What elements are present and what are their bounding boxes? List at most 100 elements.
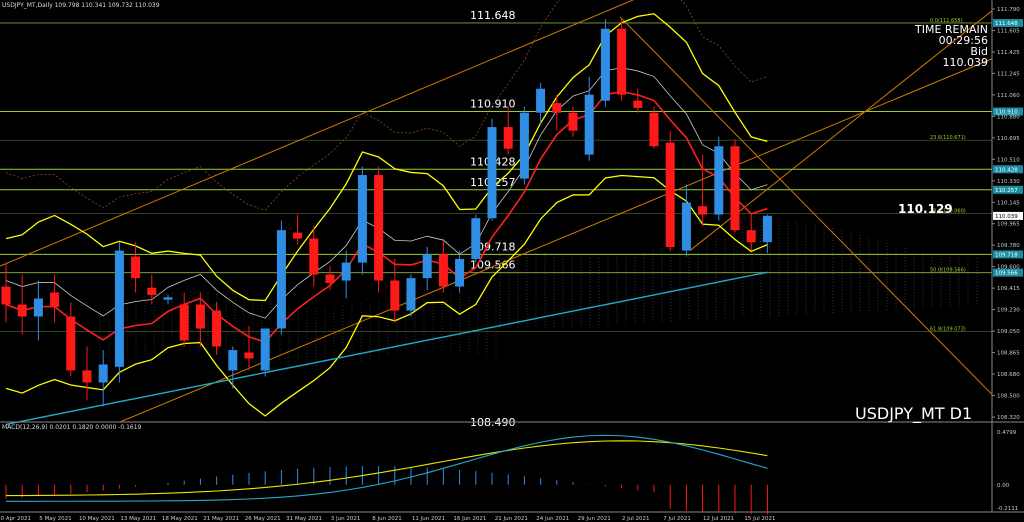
macd-tick-label: 0.00 xyxy=(997,483,1010,489)
price-tick-label: 109.415 xyxy=(997,286,1020,292)
price-tag-label: 110.428 xyxy=(995,167,1018,173)
current-price-label: 110.129 xyxy=(898,202,953,216)
price-tick-label: 109.050 xyxy=(997,329,1020,335)
date-tick-label: 11 Jun 2021 xyxy=(412,516,445,522)
candle-body xyxy=(357,175,367,263)
macd-line xyxy=(5,434,768,502)
date-tick-label: 18 May 2021 xyxy=(162,516,198,522)
price-tag-box xyxy=(993,211,1023,220)
candle-body xyxy=(131,256,141,279)
price-tick-label: 110.880 xyxy=(997,114,1020,120)
candle-body xyxy=(244,352,254,359)
date-axis: 30 Apr 2021 5 May 2021 10 May 2021 13 May 2… xyxy=(0,511,1024,522)
trend-channel-upper xyxy=(0,0,635,267)
candle-body xyxy=(552,103,562,113)
indicator-lines-layer xyxy=(0,0,993,426)
candle-body xyxy=(50,292,60,307)
candle-body xyxy=(276,230,286,329)
candle-body xyxy=(617,28,627,95)
date-tick-label: 24 Jun 2021 xyxy=(536,516,569,522)
candle-body xyxy=(714,146,724,215)
candle-body xyxy=(163,297,173,300)
level-label: 109.718 xyxy=(470,240,516,253)
bid-label: Bid xyxy=(970,45,988,58)
candle-body xyxy=(341,262,351,281)
price-tick-label: 108.680 xyxy=(997,372,1020,378)
candle-body xyxy=(730,146,740,231)
price-tag-box xyxy=(993,165,1023,174)
candle-body xyxy=(455,258,465,287)
date-tick-label: 5 May 2021 xyxy=(39,516,71,522)
date-tick-label: 8 Jun 2021 xyxy=(372,516,402,522)
candle-body xyxy=(568,112,578,131)
macd-panel: 0.4799 0.00 -0.2111 xyxy=(5,430,1018,515)
candle-body xyxy=(325,274,335,283)
fib-label: 0.0(111.658) xyxy=(930,18,963,24)
price-tag-box xyxy=(993,107,1023,116)
price-tag-label: 110.257 xyxy=(995,188,1018,194)
candle-body xyxy=(649,112,659,147)
price-tick-label: 110.510 xyxy=(997,157,1020,163)
moving-average-cyan xyxy=(5,271,768,426)
price-tick-label: 109.230 xyxy=(997,308,1020,314)
time-remain-value: 00:29:56 xyxy=(938,34,988,47)
date-tick-label: 21 May 2021 xyxy=(203,516,239,522)
macd-signal-line xyxy=(5,440,768,497)
band-upper xyxy=(5,13,768,302)
price-tag-label: 110.910 xyxy=(995,109,1018,115)
candle-body xyxy=(179,304,189,341)
price-tag-box xyxy=(993,19,1023,28)
date-tick-label: 3 Jun 2021 xyxy=(331,516,361,522)
candle-body xyxy=(503,127,513,149)
date-tick-label: 16 Jun 2021 xyxy=(453,516,486,522)
candle-body xyxy=(114,250,124,367)
price-tick-label: 108.865 xyxy=(997,351,1020,357)
candle-body xyxy=(66,316,76,371)
price-tick-label: 111.790 xyxy=(997,7,1020,13)
price-tick-label: 111.060 xyxy=(997,93,1020,99)
candle-body xyxy=(195,304,205,329)
price-tick-label: 111.605 xyxy=(997,28,1020,34)
price-tag-label: 109.718 xyxy=(995,252,1018,258)
price-tick-label: 110.695 xyxy=(997,136,1020,142)
date-tick-label: 26 May 2021 xyxy=(245,516,281,522)
fib-label: 23.6(110.671) xyxy=(930,135,966,141)
candle-body xyxy=(33,298,43,317)
price-tick-label: 110.330 xyxy=(997,179,1020,185)
candle-body xyxy=(698,206,708,215)
candle-body xyxy=(82,370,92,383)
price-tag-label: 110.039 xyxy=(995,214,1018,220)
candle-body xyxy=(681,202,691,251)
level-label: 111.648 xyxy=(470,9,516,22)
candle-body xyxy=(147,287,157,295)
candle-body xyxy=(212,310,222,347)
candle-body xyxy=(309,238,319,275)
price-tick-label: 108.500 xyxy=(997,394,1020,400)
date-tick-label: 30 Apr 2021 xyxy=(0,516,31,522)
macd-tick-label: 0.4799 xyxy=(997,430,1017,436)
candle-body xyxy=(98,364,108,383)
candle-body xyxy=(584,94,594,155)
candle-body xyxy=(374,175,384,281)
candle-body xyxy=(1,286,11,305)
date-tick-label: 21 Jun 2021 xyxy=(495,516,528,522)
date-tick-label: 7 Jul 2021 xyxy=(663,516,691,522)
time-remain-panel: TIME REMAIN 00:29:56 Bid 110.039 xyxy=(915,24,988,68)
candle-body xyxy=(746,230,756,243)
price-tag-label: 111.648 xyxy=(995,21,1018,27)
date-tick-label: 12 Jul 2021 xyxy=(703,516,734,522)
candle-body xyxy=(536,88,546,113)
band-lower xyxy=(5,174,768,417)
date-tick-label: 10 May 2021 xyxy=(79,516,115,522)
candle-body xyxy=(600,28,610,101)
candle-body xyxy=(228,350,238,371)
date-tick-label: 2 Jul 2021 xyxy=(622,516,650,522)
candle-body xyxy=(406,278,416,311)
candle-body xyxy=(519,112,529,179)
trend-line-descending xyxy=(619,16,993,395)
date-tick-label: 31 May 2021 xyxy=(286,516,322,522)
price-tick-label: 111.245 xyxy=(997,71,1020,77)
date-tick-label: 29 Jun 2021 xyxy=(578,516,611,522)
